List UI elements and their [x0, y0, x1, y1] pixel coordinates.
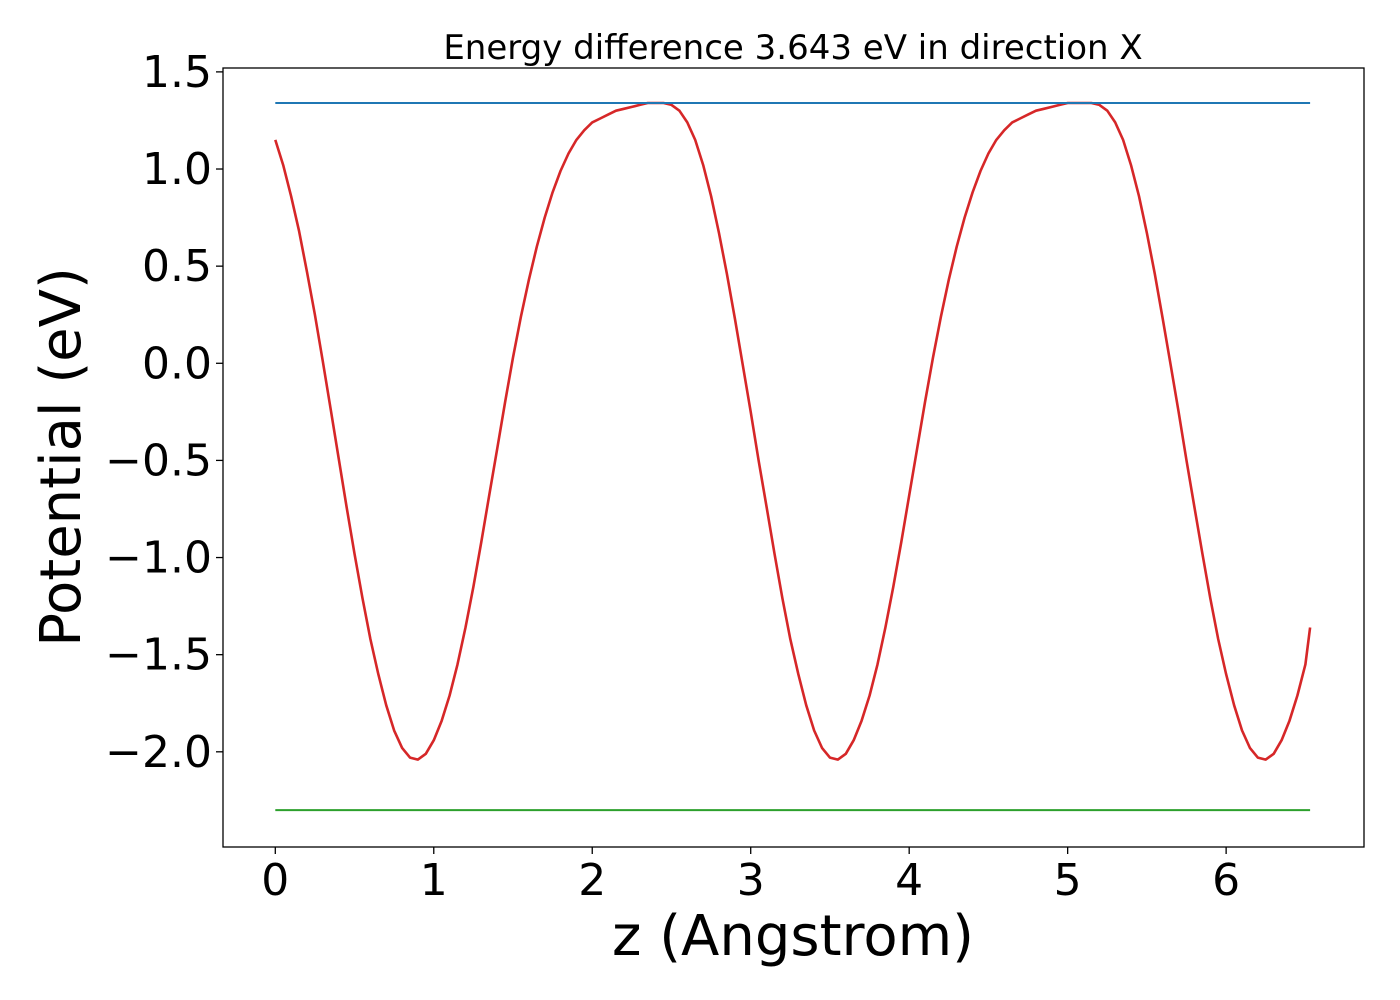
- x-tick-label: 6: [1212, 855, 1240, 906]
- x-tick-label: 2: [578, 855, 606, 906]
- y-tick-label: 0.0: [142, 338, 212, 389]
- y-axis-label: Potential (eV): [29, 267, 94, 647]
- y-tick-label: −1.5: [105, 630, 212, 681]
- y-tick-label: −0.5: [105, 435, 212, 486]
- x-tick-label: 4: [895, 855, 923, 906]
- x-tick-label: 0: [261, 855, 289, 906]
- y-tick-label: −2.0: [105, 727, 212, 778]
- x-axis-ticks: 0 1 2 3 4 5 6: [261, 847, 1240, 906]
- y-tick-label: 1.5: [142, 47, 212, 98]
- x-tick-label: 1: [420, 855, 448, 906]
- series-line-1: [274, 101, 1312, 761]
- y-tick-label: −1.0: [105, 533, 212, 584]
- chart-title: Energy difference 3.643 eV in direction …: [443, 28, 1142, 68]
- axes-frame: [222, 67, 1365, 848]
- y-tick-label: 0.5: [142, 241, 212, 292]
- plot-area: [274, 101, 1312, 812]
- x-axis-label: z (Angstrom): [612, 904, 974, 969]
- y-axis-ticks: 1.5 1.0 0.5 0.0 −0.5 −1.0 −1.5 −2.0: [105, 47, 223, 778]
- y-tick-label: 1.0: [142, 144, 212, 195]
- x-tick-label: 3: [737, 855, 765, 906]
- x-tick-label: 5: [1054, 855, 1082, 906]
